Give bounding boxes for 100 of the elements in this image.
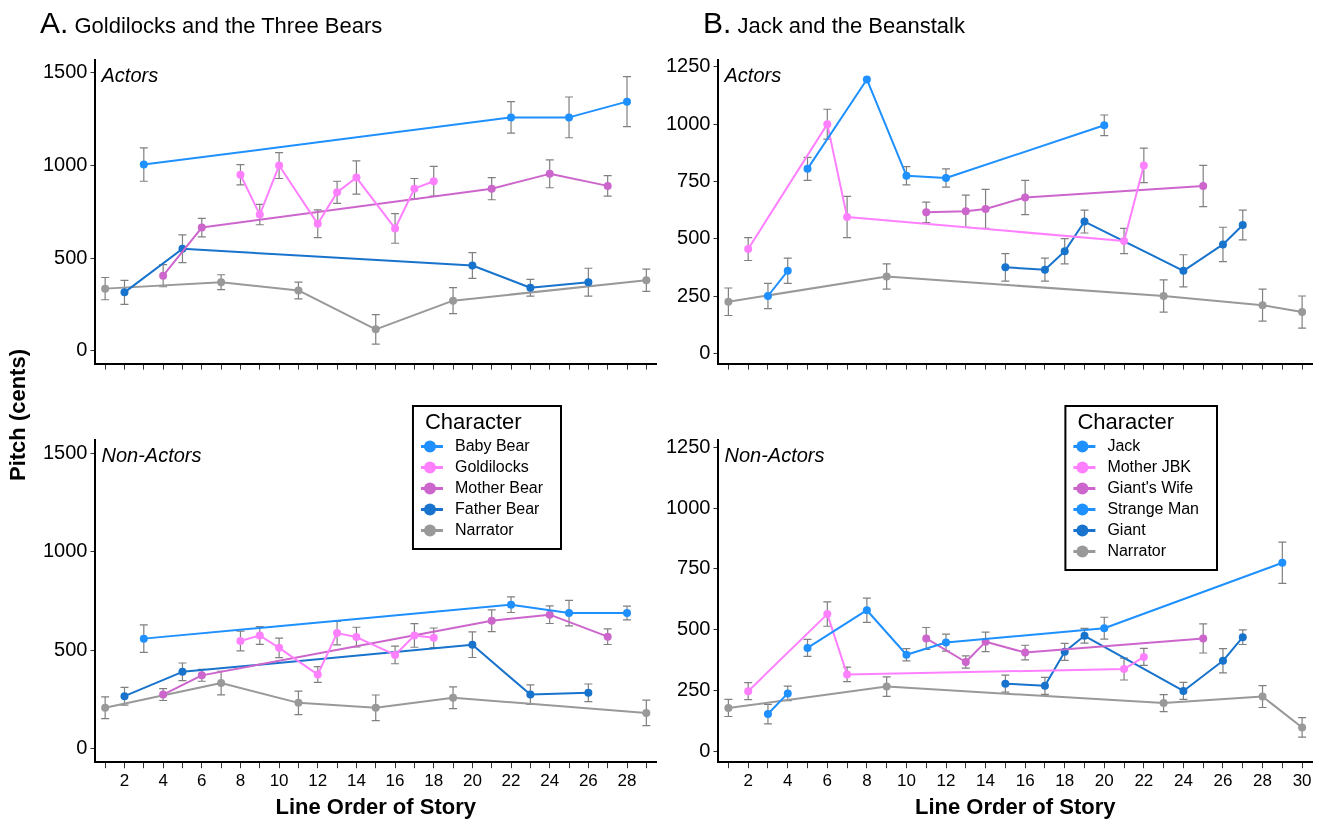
point xyxy=(178,667,187,676)
chart-title: B. Jack and the Beanstalk xyxy=(703,6,965,40)
x-axis-title: Line Order of Story xyxy=(275,793,477,819)
point xyxy=(217,679,226,688)
x-tick-label: 14 xyxy=(346,771,366,791)
point xyxy=(642,276,651,285)
legend-label: Giant xyxy=(1107,520,1147,538)
point xyxy=(1080,217,1089,226)
point xyxy=(1199,634,1208,643)
y-tick-label: 750 xyxy=(677,556,711,579)
y-tick-label: 1000 xyxy=(665,495,711,518)
point xyxy=(1040,681,1049,690)
x-tick-label: 2 xyxy=(119,771,130,791)
point xyxy=(236,636,245,645)
x-tick-label: 8 xyxy=(235,771,246,791)
y-tick-label: 250 xyxy=(677,677,711,700)
point xyxy=(1179,266,1188,275)
x-tick-label: 4 xyxy=(783,771,793,791)
legend-label: Strange Man xyxy=(1107,499,1199,517)
point xyxy=(565,609,574,618)
point xyxy=(159,271,168,280)
x-tick-label: 20 xyxy=(1094,771,1114,791)
x-tick-label: 24 xyxy=(540,771,560,791)
point xyxy=(902,171,911,180)
point xyxy=(862,606,871,615)
legend-label: Jack xyxy=(1107,436,1142,454)
point xyxy=(1001,679,1010,688)
point xyxy=(1199,182,1208,191)
legend-label: Baby Bear xyxy=(454,436,531,454)
x-tick-label: 10 xyxy=(269,771,289,791)
point xyxy=(623,97,632,106)
point xyxy=(724,703,733,712)
point xyxy=(1120,665,1129,674)
x-tick-label: 18 xyxy=(1055,771,1075,791)
x-tick-label: 30 xyxy=(1292,771,1312,791)
point xyxy=(352,633,361,642)
x-tick-label: 28 xyxy=(617,771,637,791)
x-tick-label: 14 xyxy=(976,771,996,791)
point xyxy=(1139,161,1148,170)
x-tick-label: 22 xyxy=(501,771,521,791)
point xyxy=(120,692,129,701)
annotation: Non-Actors xyxy=(724,443,825,466)
x-tick-label: 8 xyxy=(862,771,872,791)
point xyxy=(449,693,458,702)
y-tick-label: 500 xyxy=(677,226,711,249)
point xyxy=(1238,633,1247,642)
y-tick-label: 1000 xyxy=(665,111,711,134)
x-tick-label: 10 xyxy=(896,771,916,791)
legend-title: Character xyxy=(424,409,522,435)
x-tick-label: 18 xyxy=(424,771,444,791)
point xyxy=(1298,308,1307,317)
point xyxy=(961,207,970,216)
x-tick-label: 22 xyxy=(1134,771,1154,791)
point xyxy=(526,690,535,699)
point xyxy=(763,710,772,719)
point xyxy=(275,161,284,170)
point xyxy=(823,610,832,619)
point xyxy=(1040,265,1049,274)
x-tick-label: 2 xyxy=(743,771,753,791)
point xyxy=(255,631,264,640)
y-tick-label: 0 xyxy=(76,338,88,361)
x-tick-label: 6 xyxy=(822,771,833,791)
point xyxy=(197,223,206,232)
legend-label: Narrator xyxy=(454,520,515,538)
point xyxy=(294,286,303,295)
legend-label: Mother Bear xyxy=(454,478,544,496)
point xyxy=(803,643,812,652)
x-axis-title: Line Order of Story xyxy=(915,793,1117,819)
point xyxy=(333,629,342,638)
point xyxy=(217,278,226,287)
point xyxy=(783,266,792,275)
point xyxy=(882,272,891,281)
point xyxy=(565,113,574,122)
point xyxy=(429,177,438,186)
point xyxy=(1100,121,1109,130)
point xyxy=(410,631,419,640)
x-tick-label: 12 xyxy=(308,771,328,791)
legend-label: Giant's Wife xyxy=(1107,478,1194,496)
y-tick-label: 500 xyxy=(54,637,88,660)
point xyxy=(139,160,148,169)
point xyxy=(275,643,284,652)
point xyxy=(843,670,852,679)
point xyxy=(139,634,148,643)
point xyxy=(1120,237,1129,246)
legend-label: Father Bear xyxy=(454,499,541,517)
y-tick-label: 0 xyxy=(76,735,88,758)
point xyxy=(333,188,342,197)
point xyxy=(744,245,753,254)
point xyxy=(803,164,812,173)
point xyxy=(352,173,361,182)
point xyxy=(449,296,458,305)
point xyxy=(468,640,477,649)
point xyxy=(120,288,129,297)
point xyxy=(410,184,419,193)
x-tick-label: 6 xyxy=(197,771,207,791)
point xyxy=(101,284,110,293)
y-tick-label: 0 xyxy=(699,738,711,761)
x-tick-label: 26 xyxy=(1213,771,1233,791)
point xyxy=(468,261,477,270)
legend-label: Mother JBK xyxy=(1107,457,1192,475)
